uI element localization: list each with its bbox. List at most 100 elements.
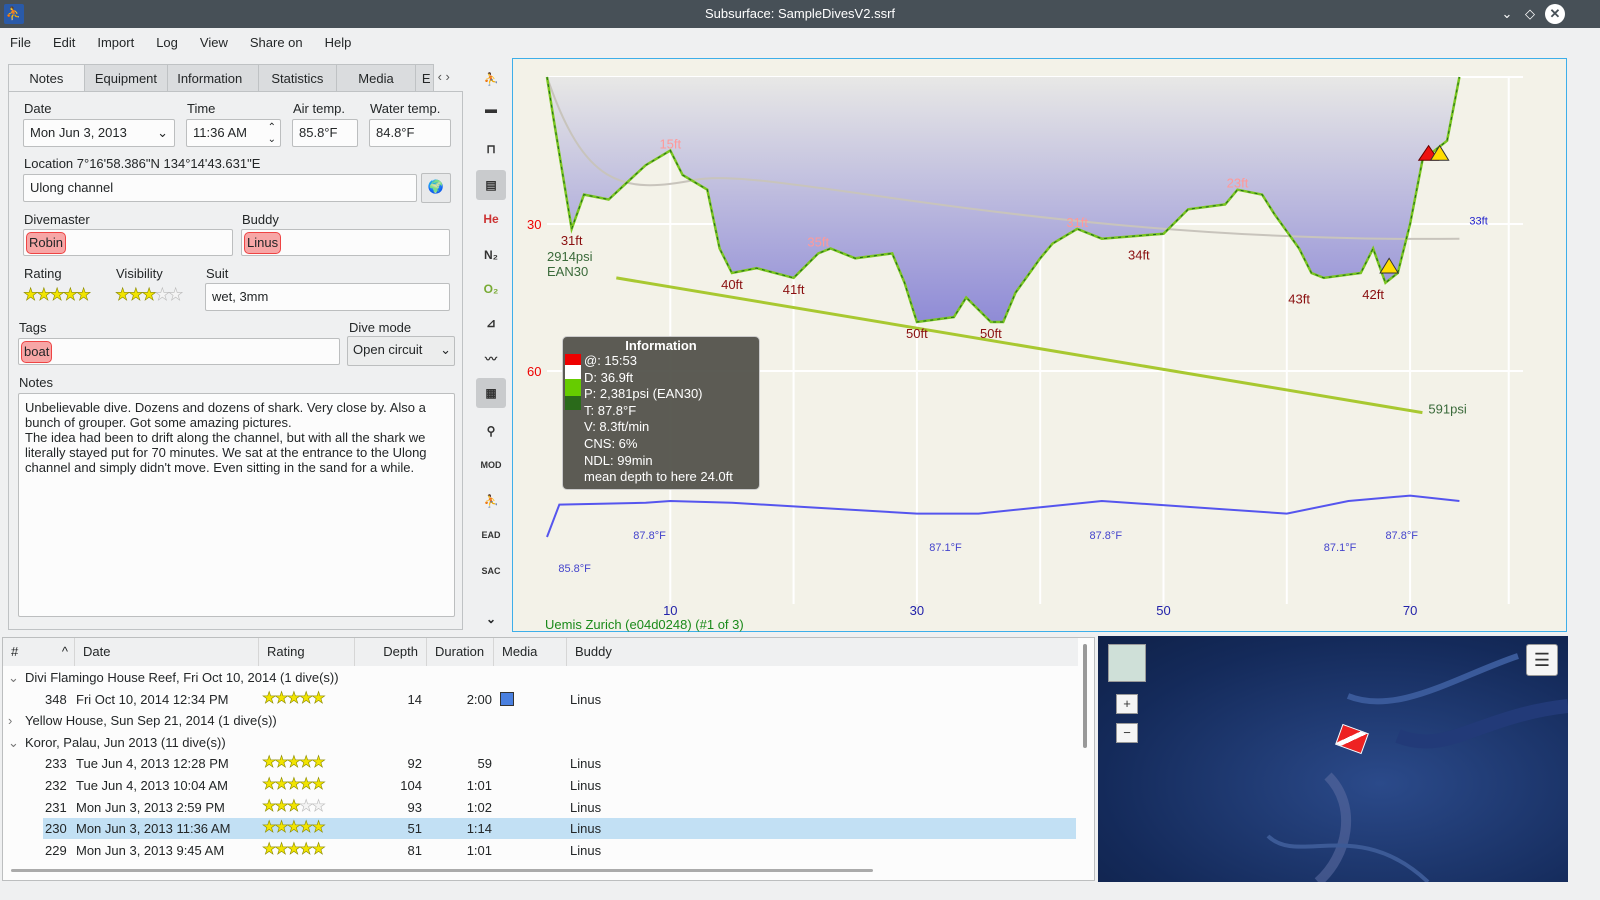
calc-ceiling-icon[interactable]: ⊓ — [486, 142, 496, 156]
he-icon[interactable]: He — [483, 212, 499, 226]
menu-log[interactable]: Log — [156, 34, 178, 50]
tissue-icon[interactable]: ▤ — [476, 170, 506, 200]
location-input[interactable]: Ulong channel — [23, 174, 417, 202]
graph-icon[interactable]: 〰 — [484, 352, 497, 366]
dive-row[interactable]: 232 Tue Jun 4, 2013 10:04 AM ★★★★★ 104 1:01 L… — [3, 775, 1078, 796]
trip-row[interactable]: ⌄ Divi Flamingo House Reef, Fri Oct 10, 2… — [3, 667, 1078, 688]
header-buddy[interactable]: Buddy — [567, 638, 1078, 666]
header-depth[interactable]: Depth — [355, 638, 427, 666]
temperature-label: 87.8°F — [1090, 530, 1123, 542]
header-date[interactable]: Date — [75, 638, 259, 666]
globe-icon: 🌍 — [427, 179, 445, 194]
location-label: Location 7°16'58.386"N 134°14'43.631"E — [24, 156, 261, 171]
divemaster-input[interactable]: Robin — [23, 229, 233, 256]
dive-row[interactable]: 231 Mon Jun 3, 2013 2:59 PM ★★★★★ 93 1:02 Lin… — [3, 797, 1078, 818]
o2-icon[interactable]: O₂ — [483, 282, 499, 296]
close-icon[interactable]: ✕ — [1545, 4, 1565, 24]
menu-edit[interactable]: Edit — [52, 34, 76, 50]
time-value: 11:36 AM — [193, 125, 247, 140]
info-line: T: 87.8°F — [584, 402, 637, 418]
map-icon[interactable]: ▦ — [476, 378, 506, 408]
gas-label: EAN30 — [547, 264, 588, 279]
expand-arrow-icon[interactable]: ⌄ — [8, 734, 19, 750]
water-temp-label: Water temp. — [370, 101, 441, 116]
warning-icon — [1429, 144, 1450, 161]
notes-textarea[interactable]: Unbelievable dive. Dozens and dozens of … — [18, 393, 455, 617]
info-line: V: 8.3ft/min — [584, 419, 650, 435]
menu-icon[interactable]: ☰ — [1526, 644, 1558, 676]
tags-input[interactable]: boat — [18, 338, 340, 365]
suit-input[interactable]: wet, 3mm — [205, 283, 450, 311]
map-thumbnail-button[interactable] — [1108, 644, 1146, 682]
warning-icon — [1379, 257, 1400, 274]
tab-media[interactable]: Media — [337, 64, 416, 92]
time-spinbox[interactable]: 11:36 AM ⌃ ⌄ — [186, 119, 281, 147]
dive-profile[interactable]: 30 60 10 30 50 70 33ft 2914psi EAN30 591psi 87.8°F… — [512, 58, 1567, 632]
collapse-arrow-icon[interactable]: › — [8, 713, 13, 729]
menu-view[interactable]: View — [199, 34, 228, 50]
dive-rating-stars: ★★★★★ — [262, 840, 326, 858]
buddy-input[interactable]: Linus — [241, 229, 450, 256]
water-temp-input[interactable]: 84.8°F — [369, 119, 451, 147]
temperature-label: 87.8°F — [633, 530, 666, 542]
depth-label: 42ft — [1362, 287, 1384, 302]
horizontal-scrollbar[interactable] — [11, 869, 873, 872]
info-line: P: 2,381psi (EAN30) — [584, 386, 703, 402]
dive-number: 231 — [45, 799, 67, 815]
pressure-start-label: 2914psi — [547, 249, 593, 264]
tab-information[interactable]: Information — [168, 64, 259, 92]
zoom-in-button[interactable]: + — [1116, 694, 1138, 714]
tab-equipment[interactable]: Equipment — [84, 64, 169, 92]
dive-date: Mon Jun 3, 2013 2:59 PM — [76, 799, 225, 815]
menu-share-on[interactable]: Share on — [249, 34, 303, 50]
maximize-icon[interactable]: ◇ — [1525, 6, 1535, 21]
date-picker[interactable]: Mon Jun 3, 2013 ⌄ — [23, 119, 175, 147]
header-number[interactable]: # ^ — [3, 638, 75, 666]
tab-extra[interactable]: E — [415, 64, 434, 92]
menu-file[interactable]: File — [10, 34, 31, 50]
dive-number: 232 — [45, 778, 67, 793]
spin-arrows-icon[interactable]: ⌃ ⌄ — [267, 122, 276, 145]
dive-row[interactable]: 229 Mon Jun 3, 2013 9:45 AM ★★★★★ 81 1:01 Lin… — [3, 840, 1078, 861]
profile-toolbar: ⛹ ▬ ⊓ ▤ He N₂ O₂ ⊿ 〰 ▦ ⚲ MOD ⛹ EAD SAC ⌄ — [474, 62, 510, 632]
header-duration[interactable]: Duration — [427, 638, 494, 666]
media-icon[interactable] — [500, 691, 514, 706]
n2-icon[interactable]: N₂ — [484, 248, 498, 262]
rating-stars[interactable]: ★★★★★ — [23, 285, 92, 305]
tab-notes[interactable]: Notes — [8, 64, 85, 92]
dive-mode-select[interactable]: Open circuit ⌄ — [347, 336, 455, 366]
mod-icon[interactable]: MOD — [480, 460, 502, 470]
profile-icon[interactable]: ⛹ — [483, 72, 499, 86]
expand-arrow-icon[interactable]: ⌄ — [8, 670, 19, 685]
vertical-scrollbar[interactable] — [1083, 644, 1087, 748]
sac-icon[interactable]: SAC — [481, 566, 501, 576]
menu-help[interactable]: Help — [324, 34, 352, 50]
trip-row[interactable]: › Yellow House, Sun Sep 21, 2014 (1 dive(… — [3, 710, 1078, 731]
info-line: @: 15:53 — [584, 353, 637, 368]
header-media[interactable]: Media — [494, 638, 567, 666]
globe-button[interactable]: 🌍 — [421, 173, 451, 203]
dive-row[interactable]: 233 Tue Jun 4, 2013 12:28 PM ★★★★★ 92 59 Linu… — [3, 753, 1078, 774]
visibility-stars[interactable]: ★★★★★ — [115, 285, 184, 305]
info-line: mean depth to here 24.0ft — [584, 469, 733, 485]
deco-icon[interactable]: ⛹ — [483, 494, 499, 508]
ead-icon[interactable]: EAD — [481, 530, 501, 540]
max-depth-icon[interactable]: ⊿ — [485, 316, 497, 330]
trip-row[interactable]: ⌄ Koror, Palau, Jun 2013 (11 dive(s)) — [3, 732, 1078, 753]
header-rating[interactable]: Rating — [259, 638, 355, 666]
ceiling-icon[interactable]: ▬ — [485, 102, 497, 116]
date-label: Date — [24, 101, 52, 116]
menu-import[interactable]: Import — [97, 34, 135, 50]
dive-row[interactable]: 348 Fri Oct 10, 2014 12:34 PM ★★★★★ 14 2:00 L… — [3, 689, 1078, 710]
air-temp-input[interactable]: 85.8°F — [292, 119, 358, 147]
minimize-icon[interactable]: ⌄ — [1501, 6, 1513, 21]
dive-row[interactable]: 230 Mon Jun 3, 2013 11:36 AM ★★★★★ 51 1:14 Li… — [43, 818, 1076, 840]
heartrate-icon[interactable]: ⚲ — [486, 424, 496, 438]
tab-statistics[interactable]: Statistics — [258, 64, 338, 92]
tab-scroll-arrows[interactable]: ‹ › — [433, 64, 463, 92]
zoom-out-button[interactable]: − — [1116, 723, 1138, 743]
time-label: Time — [187, 101, 216, 116]
dive-map[interactable]: + − ☰ — [1098, 636, 1568, 882]
dive-buddy: Linus — [570, 691, 602, 707]
chevron-down-icon[interactable]: ⌄ — [485, 612, 497, 626]
